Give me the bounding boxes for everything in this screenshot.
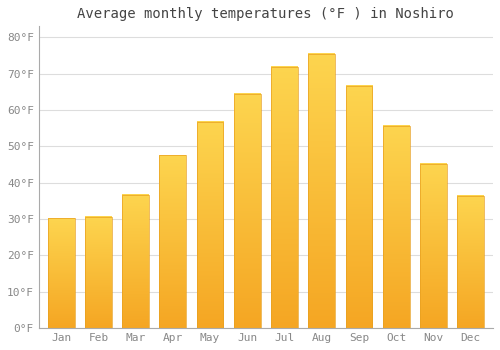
Bar: [85, 217, 112, 328]
Bar: [48, 218, 74, 328]
Bar: [458, 196, 484, 328]
Bar: [234, 94, 260, 328]
Title: Average monthly temperatures (°F ) in Noshiro: Average monthly temperatures (°F ) in No…: [78, 7, 454, 21]
Bar: [122, 195, 149, 328]
Bar: [160, 155, 186, 328]
Bar: [420, 164, 447, 328]
Bar: [346, 85, 372, 328]
Bar: [271, 67, 298, 328]
Bar: [308, 54, 335, 328]
Bar: [383, 126, 409, 328]
Bar: [196, 122, 224, 328]
